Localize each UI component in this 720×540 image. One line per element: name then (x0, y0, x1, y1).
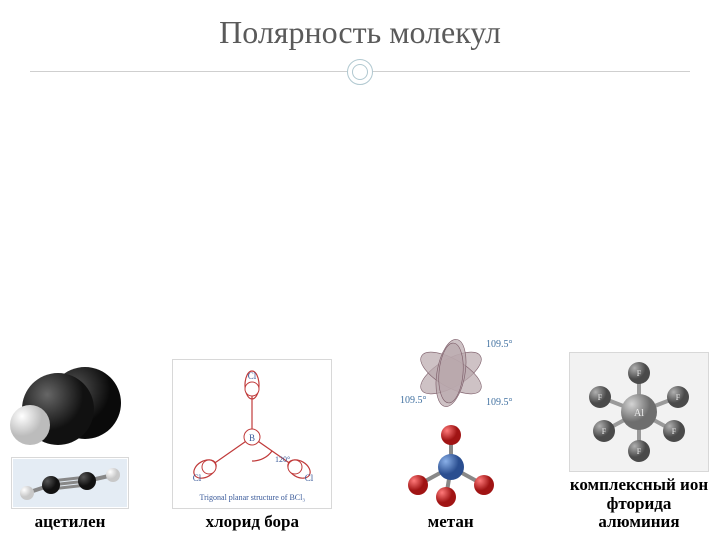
figure-alf6: Al F F F F F F комплексный ион фторида алюм… (564, 352, 714, 532)
angle-label-3: 109.5° (486, 397, 513, 408)
divider-ornament (347, 59, 373, 85)
angle-label-1: 109.5° (400, 395, 427, 406)
bcl3-diagram: B Cl Cl Cl 120° Trigonal planar structur… (172, 359, 332, 509)
methane-orbitals: 109.5° 109.5° 109.5° (376, 323, 526, 423)
body-paragraph: 2. Образованные ковалентными полярными с… (48, 95, 672, 229)
figure-methane: 109.5° 109.5° 109.5° (371, 323, 531, 532)
acetylene-spacefill (10, 361, 130, 453)
methane-ballstick (396, 423, 506, 509)
figure-acetylene: ацетилен (6, 361, 134, 532)
svg-text:F: F (672, 427, 677, 436)
figure-bcl3: B Cl Cl Cl 120° Trigonal planar structur… (167, 359, 337, 532)
slide-title: Полярность молекул (30, 14, 690, 51)
methane-caption: метан (428, 513, 474, 532)
svg-text:F: F (598, 393, 603, 402)
bcl3-caption: хлорид бора (206, 513, 299, 532)
divider (30, 57, 690, 87)
alf6-caption: комплексный ион фторида алюминия (564, 476, 714, 532)
svg-text:Cl: Cl (193, 473, 202, 483)
svg-text:F: F (602, 427, 607, 436)
svg-text:F: F (637, 447, 642, 456)
svg-text:Cl: Cl (305, 473, 314, 483)
acetylene-ballstick (11, 457, 129, 509)
svg-text:Cl: Cl (248, 371, 257, 381)
body-block: 2. Образованные ковалентными полярными с… (30, 81, 690, 243)
svg-text:F: F (676, 393, 681, 402)
svg-text:F: F (637, 369, 642, 378)
svg-text:B: B (249, 433, 255, 443)
angle-label-2: 109.5° (486, 339, 513, 350)
svg-text:Al: Al (634, 408, 644, 419)
alf6-model: Al F F F F F F (569, 352, 709, 472)
acetylene-caption: ацетилен (35, 513, 106, 532)
svg-text:120°: 120° (275, 455, 290, 464)
bcl3-subcaption: Trigonal planar structure of BCl₃ (200, 493, 306, 502)
slide: Полярность молекул 2. Образованные ковал… (0, 0, 720, 540)
figure-row: ацетилен B Cl (6, 323, 714, 532)
